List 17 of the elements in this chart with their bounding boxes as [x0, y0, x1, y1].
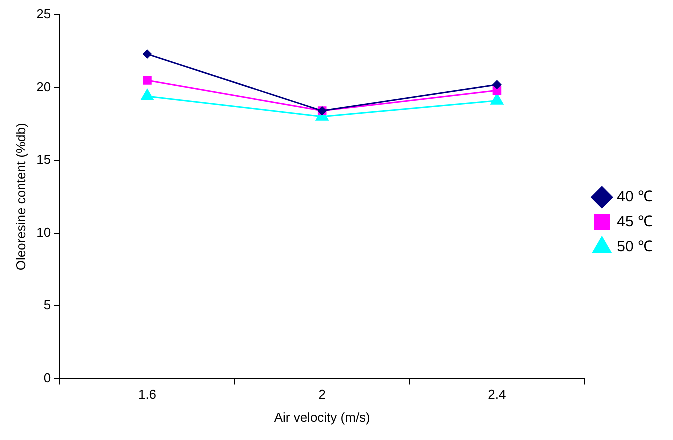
y-tick-label: 5: [44, 298, 52, 313]
y-tick-label: 20: [36, 79, 52, 94]
point: [492, 80, 502, 90]
y-tick-label: 10: [36, 224, 52, 240]
legend-label: 40 ℃: [617, 188, 654, 206]
y-tick-label: 0: [44, 370, 52, 386]
x-tick-label: 2.4: [488, 387, 506, 402]
legend-label: 50 ℃: [617, 238, 654, 256]
point: [142, 50, 152, 59]
y-tick-label: 25: [36, 6, 52, 22]
y-tick-label: 15: [36, 152, 52, 168]
x-tick-label: 1.6: [138, 387, 157, 402]
point: [143, 76, 152, 85]
legend-label: 45 ℃: [617, 214, 654, 231]
x-tick-label: 2: [318, 387, 326, 402]
y-axis-title: Oleoresine content (%db): [13, 123, 28, 271]
x-axis-title: Air velocity (m/s): [274, 410, 370, 425]
